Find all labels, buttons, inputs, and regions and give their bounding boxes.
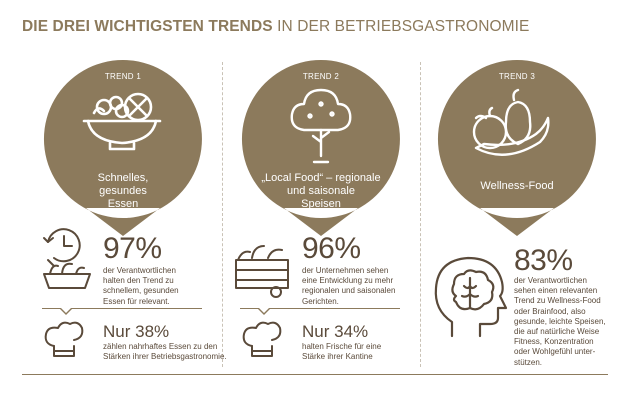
desc-line: halten Frische für eine	[302, 342, 382, 351]
trend-2-separator-notch	[257, 307, 271, 315]
desc-line: Stärke ihrer Kantine	[302, 352, 373, 362]
trend-1-description: der Verantwortlichen halten den Trend zu…	[103, 266, 179, 307]
head-brain-icon	[434, 256, 508, 338]
trend-1-sub-description: zählen nahrhaftes Essen zu den Stärken i…	[103, 342, 227, 362]
bubble-line: Wellness-Food	[480, 180, 554, 192]
desc-line: Fitness, Konzentration	[514, 337, 594, 347]
desc-line: oder Wohlgefühl unter-	[514, 347, 596, 357]
vegetable-crate-icon	[235, 245, 289, 298]
desc-line: schnellem, gesunden	[103, 286, 179, 296]
trend-2-sub-description: halten Frische für eine Stärke ihrer Kan…	[302, 342, 381, 362]
trend-2-sub-percent: Nur 34%	[302, 322, 369, 341]
column-divider-1	[222, 62, 223, 367]
chef-hat-icon	[44, 321, 84, 357]
chef-hat-icon	[242, 321, 282, 357]
desc-line: der Unternehmen sehen	[302, 266, 389, 275]
bubble-line: „Local Food“ – regionale	[261, 172, 381, 184]
desc-line: stützen.	[514, 357, 543, 367]
desc-line: Stärken ihrer Betriebsgastronomie.	[103, 352, 227, 362]
desc-line: der Verantwortlichen	[514, 276, 587, 285]
trend-1-sub-percent: Nur 38%	[103, 322, 170, 341]
desc-line: oder Brainfood, also	[514, 306, 586, 316]
bottom-rule	[22, 374, 608, 375]
trend-3-description: der Verantwortlichen sehen einen relevan…	[514, 276, 606, 368]
trend-2-label: TREND 2	[302, 72, 340, 81]
desc-line: halten den Trend zu	[103, 276, 174, 286]
trend-1-separator-notch	[59, 307, 73, 315]
trend-2-percent: 96%	[302, 232, 361, 265]
desc-line: regionalen und saisonalen	[302, 286, 396, 296]
trend-3-bubble-text: Wellness-Food	[437, 180, 597, 193]
title-light: IN DER BETRIEBSGASTRONOMIE	[277, 18, 530, 35]
trend-3-bubble	[437, 60, 596, 236]
desc-line: gesunde, leichte Speisen,	[514, 316, 606, 326]
desc-line: zählen nahrhaftes Essen zu den	[103, 342, 218, 351]
desc-line: sehen einen relevanten	[514, 286, 598, 296]
bubble-line: gesundes	[99, 185, 147, 197]
trend-3-label: TREND 3	[498, 72, 536, 81]
trend-1-separator	[42, 308, 202, 309]
salad-bowl-icon	[82, 92, 162, 151]
desc-line: eine Entwicklung zu mehr	[302, 276, 394, 286]
bubble-line: und saisonale	[287, 185, 355, 197]
desc-line: Trend zu Wellness-Food	[514, 296, 601, 306]
trend-1-percent: 97%	[103, 232, 162, 265]
desc-line: der Verantwortlichen	[103, 266, 176, 275]
desc-line: die auf natürliche Weise	[514, 327, 600, 337]
column-divider-2	[420, 62, 421, 367]
desc-line: Essen für relevant.	[103, 296, 170, 306]
fruits-icon	[472, 88, 550, 156]
tree-icon	[290, 88, 352, 164]
bubble-line: Essen	[107, 198, 139, 210]
bubble-line: Speisen	[301, 198, 341, 210]
trend-2-bubble-text: „Local Food“ – regionale und saisonale S…	[241, 172, 401, 211]
page-title: DIE DREI WICHTIGSTEN TRENDS IN DER BETRI…	[22, 18, 530, 36]
trend-3-percent: 83%	[514, 244, 573, 277]
desc-line: Gerichten.	[302, 296, 339, 306]
trend-2-separator	[240, 308, 400, 309]
trend-1-label: TREND 1	[104, 72, 142, 81]
trend-1-bubble-text: Schnelles, gesundes Essen	[43, 172, 203, 211]
clock-food-basket-icon	[43, 228, 91, 289]
bubble-line: Schnelles,	[97, 172, 149, 184]
trend-2-description: der Unternehmen sehen eine Entwicklung z…	[302, 266, 395, 307]
title-bold: DIE DREI WICHTIGSTEN TRENDS	[22, 18, 273, 35]
